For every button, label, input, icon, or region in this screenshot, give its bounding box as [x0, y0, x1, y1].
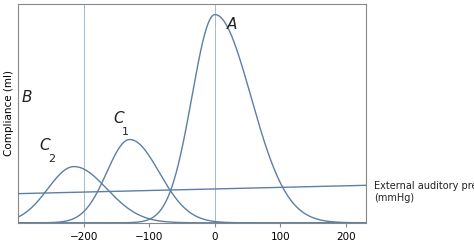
- Text: 2: 2: [48, 154, 55, 164]
- Text: External auditory pressure
(mmHg): External auditory pressure (mmHg): [374, 181, 474, 203]
- Text: 1: 1: [122, 127, 129, 137]
- Text: C: C: [39, 138, 50, 153]
- Text: A: A: [227, 17, 237, 32]
- Y-axis label: Compliance (ml): Compliance (ml): [4, 71, 14, 156]
- Text: B: B: [22, 90, 32, 105]
- Text: C: C: [113, 111, 124, 126]
